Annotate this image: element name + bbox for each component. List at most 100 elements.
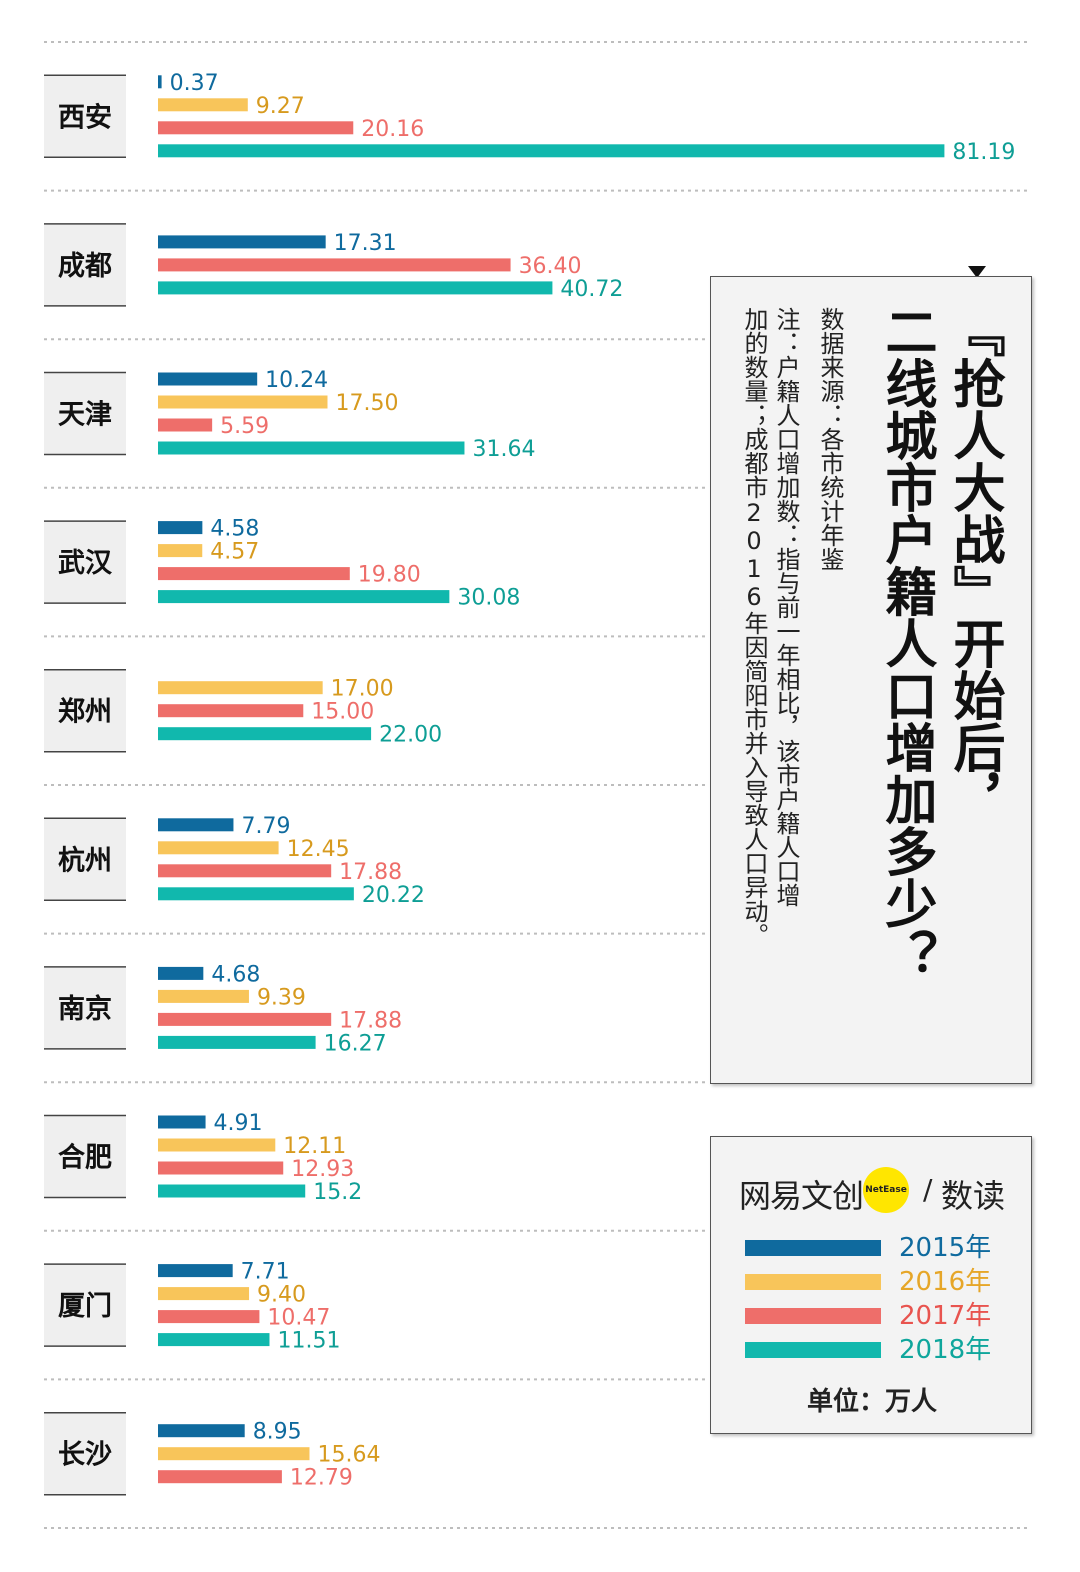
brand-logo: 网易文创 NetEase / 数读 xyxy=(739,1167,1029,1215)
legend-swatch xyxy=(745,1274,881,1290)
data-label: 10.24 xyxy=(265,368,328,393)
note-line2: 加的数量；成都市2016年因简阳市并入导致人口异动。 xyxy=(740,307,768,947)
title-box: 『抢人大战』开始后， 二线城市户籍人口增加多少？ 数据来源：各市统计年鉴 注：户… xyxy=(710,276,1032,1084)
legend-swatch xyxy=(745,1240,881,1256)
data-label: 5.59 xyxy=(220,414,269,439)
bar-2016年-合肥 xyxy=(158,1138,276,1152)
bar-2016年-郑州 xyxy=(158,681,323,695)
data-label: 17.88 xyxy=(339,1008,402,1033)
city-label: 西安 xyxy=(58,102,112,133)
data-label: 4.58 xyxy=(210,517,259,542)
bar-2018年-郑州 xyxy=(158,727,372,741)
brand-slash: / xyxy=(923,1173,933,1206)
legend-item-2015: 2015年 xyxy=(745,1233,1015,1263)
data-label: 22.00 xyxy=(379,723,442,748)
data-label: 9.40 xyxy=(257,1283,306,1308)
note-line1: 注：户籍人口增加数：指与前一年相比，该市户籍人口增 xyxy=(772,307,800,907)
bar-2018年-南京 xyxy=(158,1035,316,1049)
data-label: 16.27 xyxy=(324,1031,387,1056)
bar-2015年-合肥 xyxy=(158,1115,206,1129)
data-label: 15.00 xyxy=(311,700,374,725)
netease-logo-icon: NetEase xyxy=(863,1167,909,1213)
data-source: 数据来源：各市统计年鉴 xyxy=(816,307,844,571)
city-label-box xyxy=(44,966,126,1049)
data-label: 17.88 xyxy=(339,860,402,885)
city-label-box xyxy=(44,521,126,604)
data-label: 15.2 xyxy=(313,1180,362,1205)
data-label: 19.80 xyxy=(358,563,421,588)
bar-2017年-天津 xyxy=(158,418,213,432)
city-label: 杭州 xyxy=(58,844,112,876)
bar-2018年-厦门 xyxy=(158,1333,270,1347)
bar-2016年-长沙 xyxy=(158,1447,310,1461)
bar-2016年-厦门 xyxy=(158,1287,250,1301)
legend-swatch xyxy=(745,1342,881,1358)
data-label: 40.72 xyxy=(560,277,623,302)
bar-2017年-南京 xyxy=(158,1012,332,1026)
legend-item-2018: 2018年 xyxy=(745,1335,1015,1365)
bar-2015年-武汉 xyxy=(158,521,203,535)
bar-2016年-武汉 xyxy=(158,544,203,558)
data-label: 12.79 xyxy=(290,1466,353,1491)
data-label: 4.68 xyxy=(211,962,260,987)
bar-2016年-杭州 xyxy=(158,841,279,855)
data-label: 12.93 xyxy=(291,1157,354,1182)
bar-2017年-厦门 xyxy=(158,1310,260,1324)
data-label: 20.22 xyxy=(362,883,425,908)
data-label: 4.91 xyxy=(214,1111,263,1136)
data-label: 10.47 xyxy=(267,1306,330,1331)
city-label-box xyxy=(44,1412,126,1495)
city-label-box xyxy=(44,75,126,158)
bar-2018年-合肥 xyxy=(158,1184,306,1198)
legend-item-2016: 2016年 xyxy=(745,1267,1015,1297)
city-label-box xyxy=(44,1115,126,1198)
bar-2016年-南京 xyxy=(158,989,249,1003)
data-label: 81.19 xyxy=(952,140,1015,165)
legend-item-2017: 2017年 xyxy=(745,1301,1015,1331)
legend-label: 2017年 xyxy=(899,1301,992,1331)
bar-2017年-杭州 xyxy=(158,864,332,878)
city-label: 武汉 xyxy=(58,548,113,579)
bar-2015年-南京 xyxy=(158,966,204,980)
chart-title-line2: 二线城市户籍人口增加多少？ xyxy=(876,305,936,981)
bar-2015年-厦门 xyxy=(158,1264,233,1278)
unit-label: 单位：万人 xyxy=(806,1387,937,1417)
brand-column: 数读 xyxy=(941,1177,1006,1215)
bar-2017年-成都 xyxy=(158,258,511,272)
city-label: 南京 xyxy=(58,993,112,1025)
title-marker-icon xyxy=(968,266,986,278)
bar-2018年-武汉 xyxy=(158,590,450,604)
bar-2015年-长沙 xyxy=(158,1424,245,1438)
chart-title-line1: 『抢人大战』开始后， xyxy=(944,305,1004,825)
data-label: 17.50 xyxy=(336,391,399,416)
city-label: 合肥 xyxy=(58,1142,112,1174)
city-label-box xyxy=(44,818,126,901)
data-label: 17.31 xyxy=(334,231,397,256)
bar-2018年-天津 xyxy=(158,441,465,455)
data-label: 31.64 xyxy=(472,437,535,462)
legend-label: 2016年 xyxy=(899,1267,992,1297)
bar-2018年-杭州 xyxy=(158,887,354,901)
city-label: 天津 xyxy=(58,400,112,431)
netease-text: NetEase xyxy=(865,1185,907,1195)
data-label: 11.51 xyxy=(277,1329,340,1354)
data-label: 12.11 xyxy=(283,1134,346,1159)
bar-2017年-武汉 xyxy=(158,567,350,581)
city-label: 厦门 xyxy=(58,1291,112,1322)
bar-2015年-西安 xyxy=(158,75,162,89)
bar-2016年-天津 xyxy=(158,395,328,409)
legend-label: 2018年 xyxy=(899,1335,992,1365)
bar-2015年-成都 xyxy=(158,235,326,249)
legend-swatch xyxy=(745,1308,881,1324)
data-label: 36.40 xyxy=(519,254,582,279)
city-label-box xyxy=(44,223,126,306)
city-label: 长沙 xyxy=(58,1440,112,1471)
city-label-box xyxy=(44,372,126,455)
data-label: 7.71 xyxy=(241,1260,290,1285)
bar-2017年-郑州 xyxy=(158,704,304,718)
brand-name: 网易文创 xyxy=(739,1177,864,1215)
data-label: 17.00 xyxy=(331,677,394,702)
bar-2015年-天津 xyxy=(158,372,258,386)
bar-2015年-杭州 xyxy=(158,818,234,832)
